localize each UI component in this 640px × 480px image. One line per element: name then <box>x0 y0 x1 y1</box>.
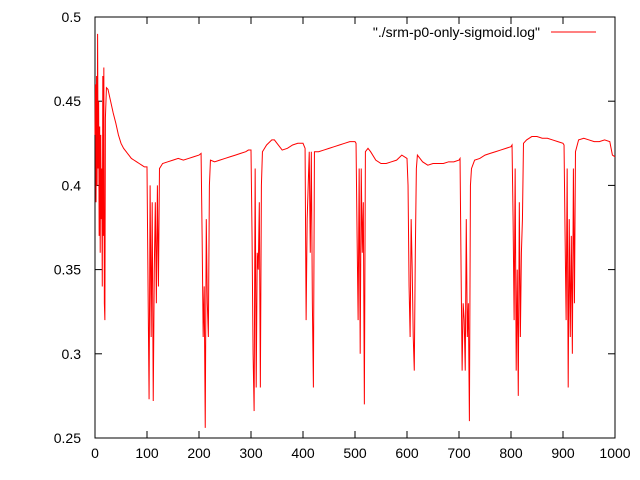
x-tick-label: 100 <box>135 445 159 461</box>
x-tick-label: 300 <box>239 445 263 461</box>
legend-label: "./srm-p0-only-sigmoid.log" <box>373 24 540 40</box>
x-tick-label: 1000 <box>599 445 630 461</box>
x-tick-label: 900 <box>551 445 575 461</box>
x-tick-label: 0 <box>91 445 99 461</box>
x-tick-label: 200 <box>187 445 211 461</box>
x-tick-label: 400 <box>291 445 315 461</box>
legend: "./srm-p0-only-sigmoid.log" <box>373 24 596 40</box>
plot-frame <box>94 16 616 439</box>
y-tick-label: 0.25 <box>54 430 81 446</box>
y-tick-label: 0.45 <box>54 93 81 109</box>
y-tick-label: 0.35 <box>54 262 81 278</box>
y-tick-label: 0.3 <box>62 346 82 362</box>
series-line <box>94 33 616 428</box>
x-tick-label: 500 <box>343 445 367 461</box>
axis-tick-labels: 0 100 200 300 400 500 600 700 800 900 1000 0.25 0.3 0… <box>54 9 631 461</box>
x-tick-label: 600 <box>395 445 419 461</box>
y-tick-label: 0.5 <box>62 9 82 25</box>
axis-ticks <box>94 16 616 439</box>
x-tick-label: 700 <box>447 445 471 461</box>
y-tick-label: 0.4 <box>62 177 82 193</box>
x-tick-label: 800 <box>499 445 523 461</box>
series-layer <box>94 33 616 428</box>
